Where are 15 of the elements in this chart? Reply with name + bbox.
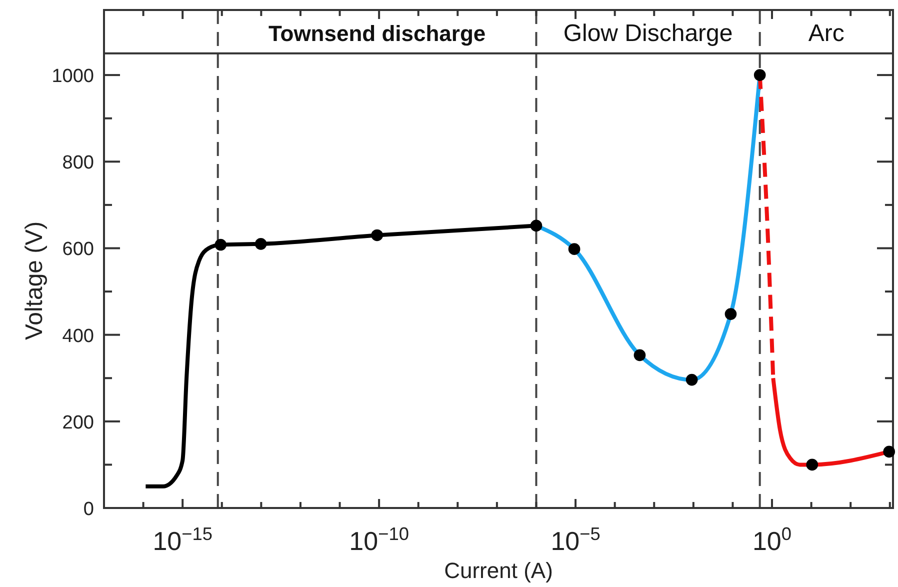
y-tick-label: 400 <box>62 326 94 347</box>
y-tick-label: 1000 <box>52 66 94 88</box>
y-tick-label: 200 <box>62 412 94 434</box>
text: Townsend discharge <box>268 21 486 46</box>
text: Glow Discharge <box>563 20 733 47</box>
x-tick-label: 10$^{−5}$ <box>550 524 600 556</box>
y-tick-label: 0 <box>83 499 94 520</box>
y-axis-title: Voltage (V) <box>21 221 48 340</box>
x-axis-title: Current (A) <box>444 558 553 583</box>
x-tick-label: 10$^{−10}$ <box>349 524 409 556</box>
y-tick-label: 800 <box>62 152 94 174</box>
x-tick-label: 10$^{−15}$ <box>152 524 212 556</box>
text: Arc <box>808 20 844 47</box>
y-tick-label: 600 <box>62 239 94 260</box>
x-tick-label: 10$^{0}$ <box>752 524 792 556</box>
